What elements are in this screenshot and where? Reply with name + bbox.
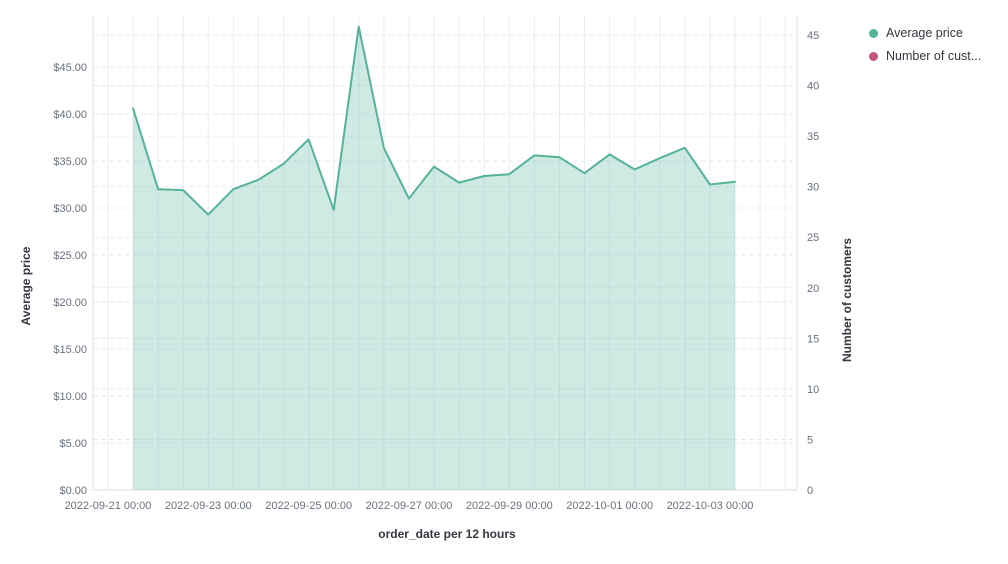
horizontal-gridlines [93, 34, 797, 444]
series-color-dot-average-price [869, 28, 878, 38]
x-tick-label: 2022-09-27 00:00 [366, 500, 453, 512]
y-right-tick-label: 25 [807, 232, 819, 244]
average-price-area[interactable] [133, 26, 735, 490]
y-left-tick-label: $20.00 [53, 297, 87, 309]
y-right-tick-label: 0 [807, 485, 813, 497]
y-left-tick-label: $25.00 [53, 250, 87, 262]
series-color-dot-number-of-customers [869, 51, 878, 61]
y-right-tick-label: 30 [807, 182, 819, 194]
y-left-tick-label: $35.00 [53, 156, 87, 168]
legend-label-average-price: Average price [886, 26, 963, 40]
y-axis-title-left: Average price [19, 246, 33, 326]
legend-item-number-of-customers[interactable]: Number of cust... [869, 48, 981, 64]
y-right-tick-label: 20 [807, 283, 819, 295]
x-tick-label: 2022-09-21 00:00 [65, 500, 152, 512]
legend-label-number-of-customers: Number of cust... [886, 49, 982, 63]
x-tick-label: 2022-09-25 00:00 [265, 500, 352, 512]
y-axis-right-tick-labels: 0 5 10 15 20 25 30 35 40 45 [807, 30, 819, 497]
y-right-tick-label: 45 [807, 30, 819, 42]
y-axis-title-right: Number of customers [840, 237, 854, 363]
x-tick-label: 2022-09-23 00:00 [165, 500, 252, 512]
average-price-series[interactable] [132, 25, 736, 490]
x-tick-label: 2022-10-01 00:00 [566, 500, 653, 512]
x-tick-label: 2022-09-29 00:00 [466, 500, 553, 512]
y-right-tick-label: 15 [807, 333, 819, 345]
y-left-tick-label: $45.00 [53, 62, 87, 74]
y-axis-left-tick-labels: $0.00 $5.00 $10.00 $15.00 $20.00 $25.00 $30.00… [53, 62, 87, 497]
y-left-tick-label: $10.00 [53, 391, 87, 403]
average-price-line[interactable] [132, 25, 736, 216]
y-left-tick-label: $15.00 [53, 344, 87, 356]
axis-lines [92, 16, 798, 491]
x-axis-title: order_date per 12 hours [378, 527, 516, 541]
legend-item-average-price[interactable]: Average price [869, 25, 981, 41]
vertical-gridlines [107, 16, 786, 490]
chart-legend: Average price Number of cust... [869, 25, 981, 64]
y-left-tick-label: $30.00 [53, 203, 87, 215]
y-right-tick-label: 35 [807, 131, 819, 143]
y-left-tick-label: $0.00 [59, 485, 87, 497]
y-right-tick-label: 5 [807, 434, 813, 446]
y-right-tick-label: 10 [807, 384, 819, 396]
y-right-tick-label: 40 [807, 81, 819, 93]
x-tick-label: 2022-10-03 00:00 [667, 500, 754, 512]
x-axis-tick-labels: 2022-09-21 00:00 2022-09-23 00:00 2022-09-… [65, 500, 754, 512]
y-left-tick-label: $40.00 [53, 109, 87, 121]
y-left-tick-label: $5.00 [59, 438, 87, 450]
